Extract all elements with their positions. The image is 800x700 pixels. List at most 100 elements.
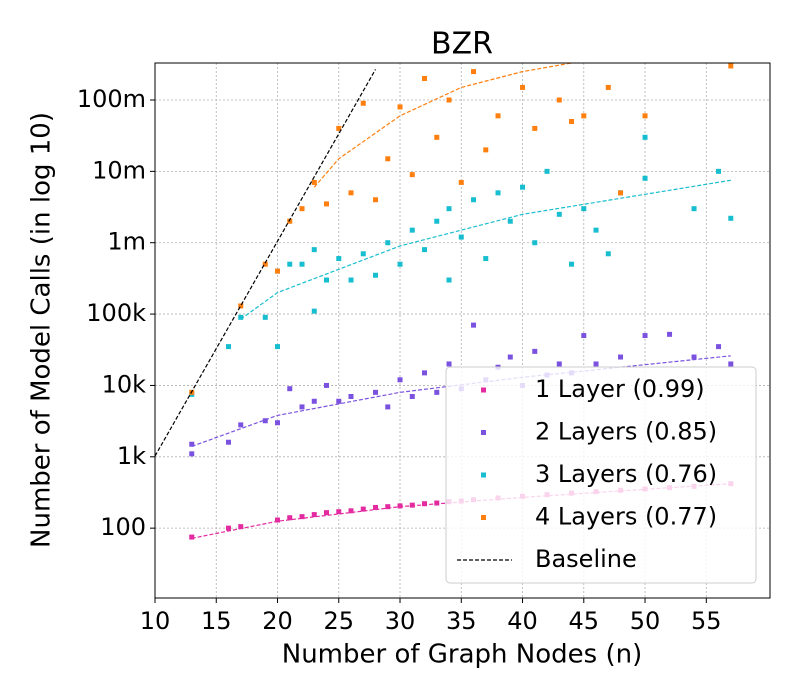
point: [409, 172, 415, 178]
x-tick-label: 55: [691, 607, 722, 635]
y-tick-label: 100m: [77, 85, 146, 113]
x-tick-label: 35: [446, 607, 477, 635]
x-tick-label: 25: [323, 607, 354, 635]
point: [446, 361, 452, 367]
point: [226, 344, 232, 350]
point: [520, 84, 526, 90]
point: [360, 100, 366, 106]
point: [605, 251, 611, 257]
trend-line: [313, 63, 572, 188]
point: [299, 514, 305, 520]
x-tick-label: 20: [262, 607, 293, 635]
point: [593, 227, 599, 233]
point: [471, 69, 477, 75]
x-axis-label: Number of Graph Nodes (n): [282, 640, 642, 670]
y-tick-label: 10m: [92, 156, 146, 184]
point: [373, 272, 379, 278]
point: [299, 206, 305, 212]
x-tick-label: 45: [569, 607, 600, 635]
point: [287, 218, 293, 224]
point: [348, 190, 354, 196]
point: [532, 348, 538, 354]
point: [495, 190, 501, 196]
point: [691, 206, 697, 212]
point: [238, 314, 244, 320]
point: [422, 501, 428, 507]
point: [299, 404, 305, 410]
legend-swatch: [481, 472, 486, 478]
point: [507, 218, 513, 224]
point: [336, 256, 342, 262]
x-tick-label: 40: [507, 607, 538, 635]
y-tick-label: 100: [100, 513, 146, 541]
point: [667, 331, 673, 337]
point: [373, 389, 379, 395]
y-tick-label: 100k: [86, 299, 146, 327]
point: [336, 125, 342, 131]
point: [581, 206, 587, 212]
point: [226, 439, 232, 445]
point: [495, 113, 501, 119]
point: [728, 215, 734, 221]
point: [324, 277, 330, 283]
point: [397, 261, 403, 267]
point: [556, 211, 562, 217]
point: [262, 418, 268, 424]
point: [458, 234, 464, 240]
trend-line: [240, 179, 731, 320]
point: [409, 393, 415, 399]
baseline: [155, 69, 377, 457]
point: [544, 168, 550, 174]
point: [336, 398, 342, 404]
axes-frame: [154, 62, 771, 599]
point: [275, 344, 281, 350]
point: [324, 510, 330, 516]
point: [336, 509, 342, 515]
point: [471, 197, 477, 203]
legend-swatch: [481, 430, 486, 435]
point: [226, 525, 232, 531]
legend-label: 4 Layers (0.77): [535, 503, 717, 531]
legend-label: 2 Layers (0.85): [535, 418, 717, 446]
point: [262, 314, 268, 320]
point: [348, 393, 354, 399]
point: [262, 261, 268, 267]
point: [275, 517, 281, 523]
point: [189, 451, 195, 457]
point: [287, 261, 293, 267]
point: [373, 197, 379, 203]
point: [581, 333, 587, 339]
point: [238, 524, 244, 530]
point: [287, 386, 293, 392]
point: [275, 268, 281, 274]
point: [642, 113, 648, 119]
chart-title: BZR: [431, 27, 493, 62]
point: [385, 504, 391, 510]
point: [446, 277, 452, 283]
point: [324, 201, 330, 207]
legend-swatch: [481, 515, 486, 520]
point: [569, 261, 575, 267]
point: [434, 500, 440, 506]
point: [458, 179, 464, 185]
point: [532, 125, 538, 131]
point: [728, 63, 734, 69]
point: [642, 333, 648, 339]
y-tick-label: 10k: [102, 370, 147, 398]
y-tick-label: 1m: [107, 228, 146, 256]
point: [556, 361, 562, 367]
legend-swatch: [481, 387, 486, 393]
point: [422, 370, 428, 376]
point: [507, 354, 513, 360]
point: [238, 422, 244, 428]
point: [471, 322, 477, 328]
point: [434, 218, 440, 224]
legend-label: 3 Layers (0.76): [535, 460, 717, 488]
point: [691, 354, 697, 360]
point: [446, 97, 452, 103]
point: [385, 156, 391, 162]
x-tick-label: 15: [201, 607, 232, 635]
point: [311, 512, 317, 518]
point: [397, 104, 403, 110]
